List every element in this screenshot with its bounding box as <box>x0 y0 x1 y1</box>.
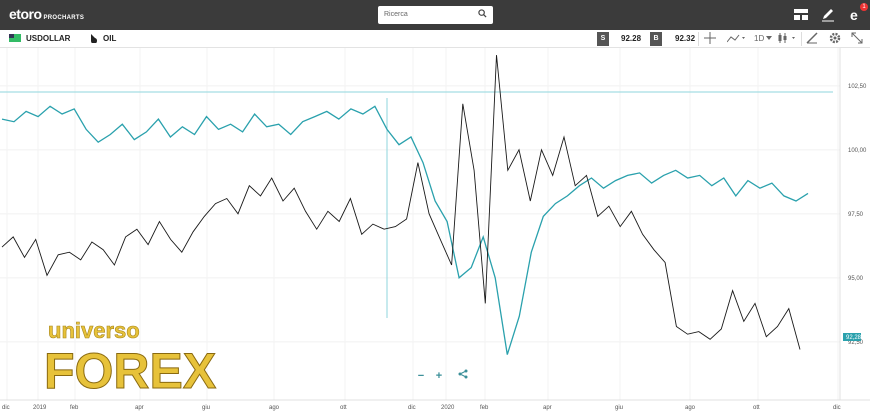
chart-toolbar: USDOLLAR OIL S 92.28 B 92.32 1D <box>0 30 870 48</box>
crosshair-icon[interactable] <box>704 32 716 46</box>
instrument-oil-label: OIL <box>103 33 117 43</box>
chart-grid <box>0 48 840 400</box>
x-tick-label: apr <box>543 405 552 411</box>
watermark-bottom: FOREX <box>44 343 216 399</box>
fullscreen-icon[interactable] <box>851 32 863 46</box>
x-tick-label: ott <box>753 405 760 411</box>
oil-series-line[interactable] <box>1 55 801 350</box>
x-tick-label: 2019 <box>33 405 47 411</box>
x-tick-label: 2020 <box>441 405 455 411</box>
y-tick-label: 95,00 <box>848 276 864 282</box>
buy-price: 92.32 <box>675 34 696 43</box>
series-group <box>1 55 809 355</box>
timeframe-dropdown[interactable]: 1D <box>754 32 773 46</box>
x-axis-labels: dic 2019 feb apr giu ago ott dic 2020 feb apr giu ag… <box>2 405 841 411</box>
chevron-down-icon <box>766 36 773 40</box>
sell-price: 92.28 <box>621 34 642 43</box>
share-icon[interactable] <box>456 369 470 383</box>
y-axis-labels: 102,50 100,00 97,50 95,00 92,50 <box>848 84 867 346</box>
x-tick-label: ago <box>685 405 696 411</box>
zoom-out-button[interactable]: − <box>417 370 425 382</box>
y-tick-label: 92,50 <box>848 340 864 346</box>
notifications-icon[interactable]: e 1 <box>848 3 868 24</box>
watermark-top: universo <box>48 318 140 343</box>
usdollar-flag-icon <box>9 34 21 42</box>
zoom-in-button[interactable]: + <box>435 370 443 382</box>
top-bar: etoro PROCHARTS Ricerca e 1 <box>0 0 870 30</box>
sell-button[interactable]: S <box>597 32 609 46</box>
instrument-oil[interactable]: OIL <box>88 33 116 43</box>
x-tick-label: giu <box>615 405 623 411</box>
etoro-logo[interactable]: etoro PROCHARTS <box>9 6 84 22</box>
indicators-icon[interactable] <box>726 32 747 46</box>
candlestick-icon[interactable] <box>777 32 799 46</box>
x-tick-label: dic <box>2 405 10 411</box>
x-tick-label: feb <box>70 405 79 411</box>
timeframe-label: 1D <box>754 34 765 43</box>
universo-forex-watermark: universo FOREX <box>44 318 217 400</box>
instrument-usdollar-label: USDOLLAR <box>26 33 71 43</box>
toolbar-divider <box>801 32 802 46</box>
price-chart[interactable]: universo FOREX 102,50 100,00 97,50 95,00 92,… <box>0 48 870 413</box>
logo-text: etoro <box>9 6 42 22</box>
current-price-marker <box>843 333 861 341</box>
pencil-icon[interactable] <box>820 6 838 24</box>
current-price-label: 92,28 <box>846 335 862 341</box>
oil-drop-icon <box>91 34 97 43</box>
y-tick-label: 102,50 <box>848 84 867 90</box>
logo-sub: PROCHARTS <box>43 15 85 21</box>
x-tick-label: ago <box>269 405 280 411</box>
search-placeholder: Ricerca <box>384 11 408 18</box>
toolbar-divider <box>698 32 699 46</box>
gear-icon[interactable] <box>829 32 841 46</box>
drawing-tools-icon[interactable] <box>806 32 818 46</box>
y-tick-label: 100,00 <box>848 148 867 154</box>
y-tick-label: 97,50 <box>848 212 864 218</box>
search-input[interactable]: Ricerca <box>378 6 493 24</box>
layout-icon[interactable] <box>793 6 811 24</box>
svg-text:e: e <box>850 7 858 22</box>
x-tick-label: dic <box>833 405 841 411</box>
x-tick-label: feb <box>480 405 489 411</box>
search-icon[interactable] <box>478 9 487 20</box>
buy-button[interactable]: B <box>650 32 662 46</box>
instrument-usdollar[interactable]: USDOLLAR <box>9 33 70 43</box>
x-tick-label: ott <box>340 405 347 411</box>
x-tick-label: apr <box>135 405 144 411</box>
x-tick-label: giu <box>202 405 210 411</box>
x-tick-label: dic <box>408 405 416 411</box>
usdollar-series-line[interactable] <box>1 105 809 355</box>
notification-badge: 1 <box>860 3 868 11</box>
chart-canvas[interactable]: universo FOREX 102,50 100,00 97,50 95,00 92,… <box>0 48 870 413</box>
